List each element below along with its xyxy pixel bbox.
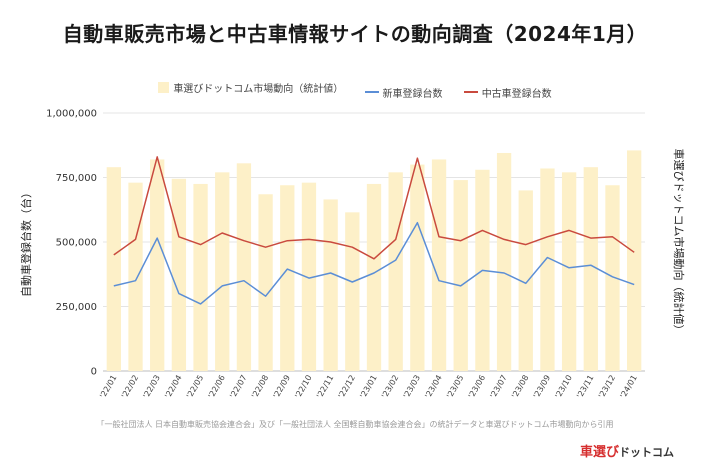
- legend-label-market: 車選びドットコム市場動向（統計値）: [173, 84, 344, 95]
- legend-label-new: 新車登録台数: [382, 88, 443, 100]
- x-tick-label: '23/11: [575, 374, 595, 400]
- legend-item-used: 中古車登録台数: [463, 85, 552, 100]
- x-tick-label: '24/01: [618, 374, 638, 400]
- x-tick-label: '22/03: [142, 374, 162, 400]
- y-tick-label: 500,000: [56, 238, 97, 249]
- bar-market: [128, 182, 143, 371]
- bar-market: [345, 212, 360, 371]
- x-tick-label: '22/06: [207, 374, 227, 400]
- chart-title: 自動車販売市場と中古車情報サイトの動向調査（2024年1月）: [62, 22, 648, 46]
- brand-logo-sub: ドットコム: [619, 446, 675, 459]
- bar-market: [215, 172, 230, 371]
- bar-market: [583, 167, 598, 371]
- legend-swatch-used: [463, 91, 478, 93]
- x-tick-label: '23/12: [597, 374, 617, 400]
- x-tick-label: '22/05: [185, 374, 205, 400]
- brand-logo-main: 車選び: [580, 445, 620, 460]
- y-axis-label: 自動車登録台数（台）: [19, 187, 33, 297]
- x-tick-label: '22/01: [98, 374, 118, 400]
- x-tick-label: '22/09: [272, 374, 292, 400]
- x-tick-label: '23/05: [445, 374, 465, 400]
- brand-logo: 車選びドットコム: [580, 441, 674, 460]
- x-tick-label: '22/08: [250, 374, 270, 400]
- x-tick-label: '22/04: [163, 374, 183, 400]
- bar-market: [431, 159, 447, 371]
- line-new-registrations: [113, 221, 635, 305]
- y-tick-label: 1,000,000: [46, 109, 97, 120]
- y-tick-label: 0: [91, 367, 97, 378]
- legend-label-used: 中古車登録台数: [481, 88, 552, 100]
- x-tick-label: '23/01: [358, 374, 378, 400]
- bar-market: [410, 164, 425, 371]
- x-tick-label: '23/07: [488, 373, 508, 399]
- y-tick-label: 750,000: [56, 173, 97, 184]
- legend-swatch-new: [364, 91, 379, 93]
- x-tick-label: '23/02: [380, 374, 400, 400]
- x-tick-label: '22/07: [228, 374, 248, 400]
- line-used-registrations: [113, 156, 635, 260]
- bar-market: [258, 194, 273, 371]
- bar-market: [193, 183, 208, 371]
- bar-market: [388, 172, 403, 371]
- bar-market: [561, 172, 577, 371]
- bar-market: [366, 183, 382, 371]
- bar-market: [323, 199, 338, 371]
- chart-legend: 車選びドットコム市場動向（統計値） 新車登録台数 中古車登録台数: [0, 80, 710, 100]
- x-tick-label: '22/12: [337, 374, 357, 400]
- bar-market: [150, 159, 165, 371]
- x-tick-label: '22/02: [120, 374, 140, 400]
- bar-market: [171, 178, 187, 371]
- y-axis-label-right: 車選びドットコム市場動向（統計値）: [672, 149, 686, 336]
- bar-market: [106, 167, 121, 371]
- bar-market: [280, 185, 295, 371]
- x-tick-label: '22/10: [293, 374, 313, 400]
- bar-market: [236, 163, 252, 371]
- legend-swatch-bar: [158, 82, 170, 93]
- legend-item-market: 車選びドットコム市場動向（統計値）: [158, 80, 343, 95]
- x-tick-label: '23/04: [423, 374, 443, 400]
- legend-item-new: 新車登録台数: [364, 85, 443, 100]
- x-tick-label: '23/06: [467, 374, 487, 400]
- x-tick-label: '23/03: [402, 374, 422, 400]
- x-tick-label: '23/10: [553, 374, 573, 400]
- bar-market: [496, 152, 512, 371]
- bar-market: [540, 168, 555, 371]
- x-tick-label: '22/11: [315, 374, 335, 400]
- bar-market: [605, 185, 620, 371]
- bar-market: [301, 182, 317, 371]
- bar-market: [518, 190, 533, 371]
- x-tick-label: '23/08: [510, 374, 530, 400]
- bar-market: [453, 180, 468, 371]
- source-note: 「一般社団法人 日本自動車販売協会連合会」及び「一般社団法人 全国軽自動車協会連…: [96, 420, 614, 429]
- x-tick-label: '23/09: [532, 374, 552, 400]
- y-tick-label: 250,000: [56, 302, 97, 313]
- bar-market: [627, 150, 642, 371]
